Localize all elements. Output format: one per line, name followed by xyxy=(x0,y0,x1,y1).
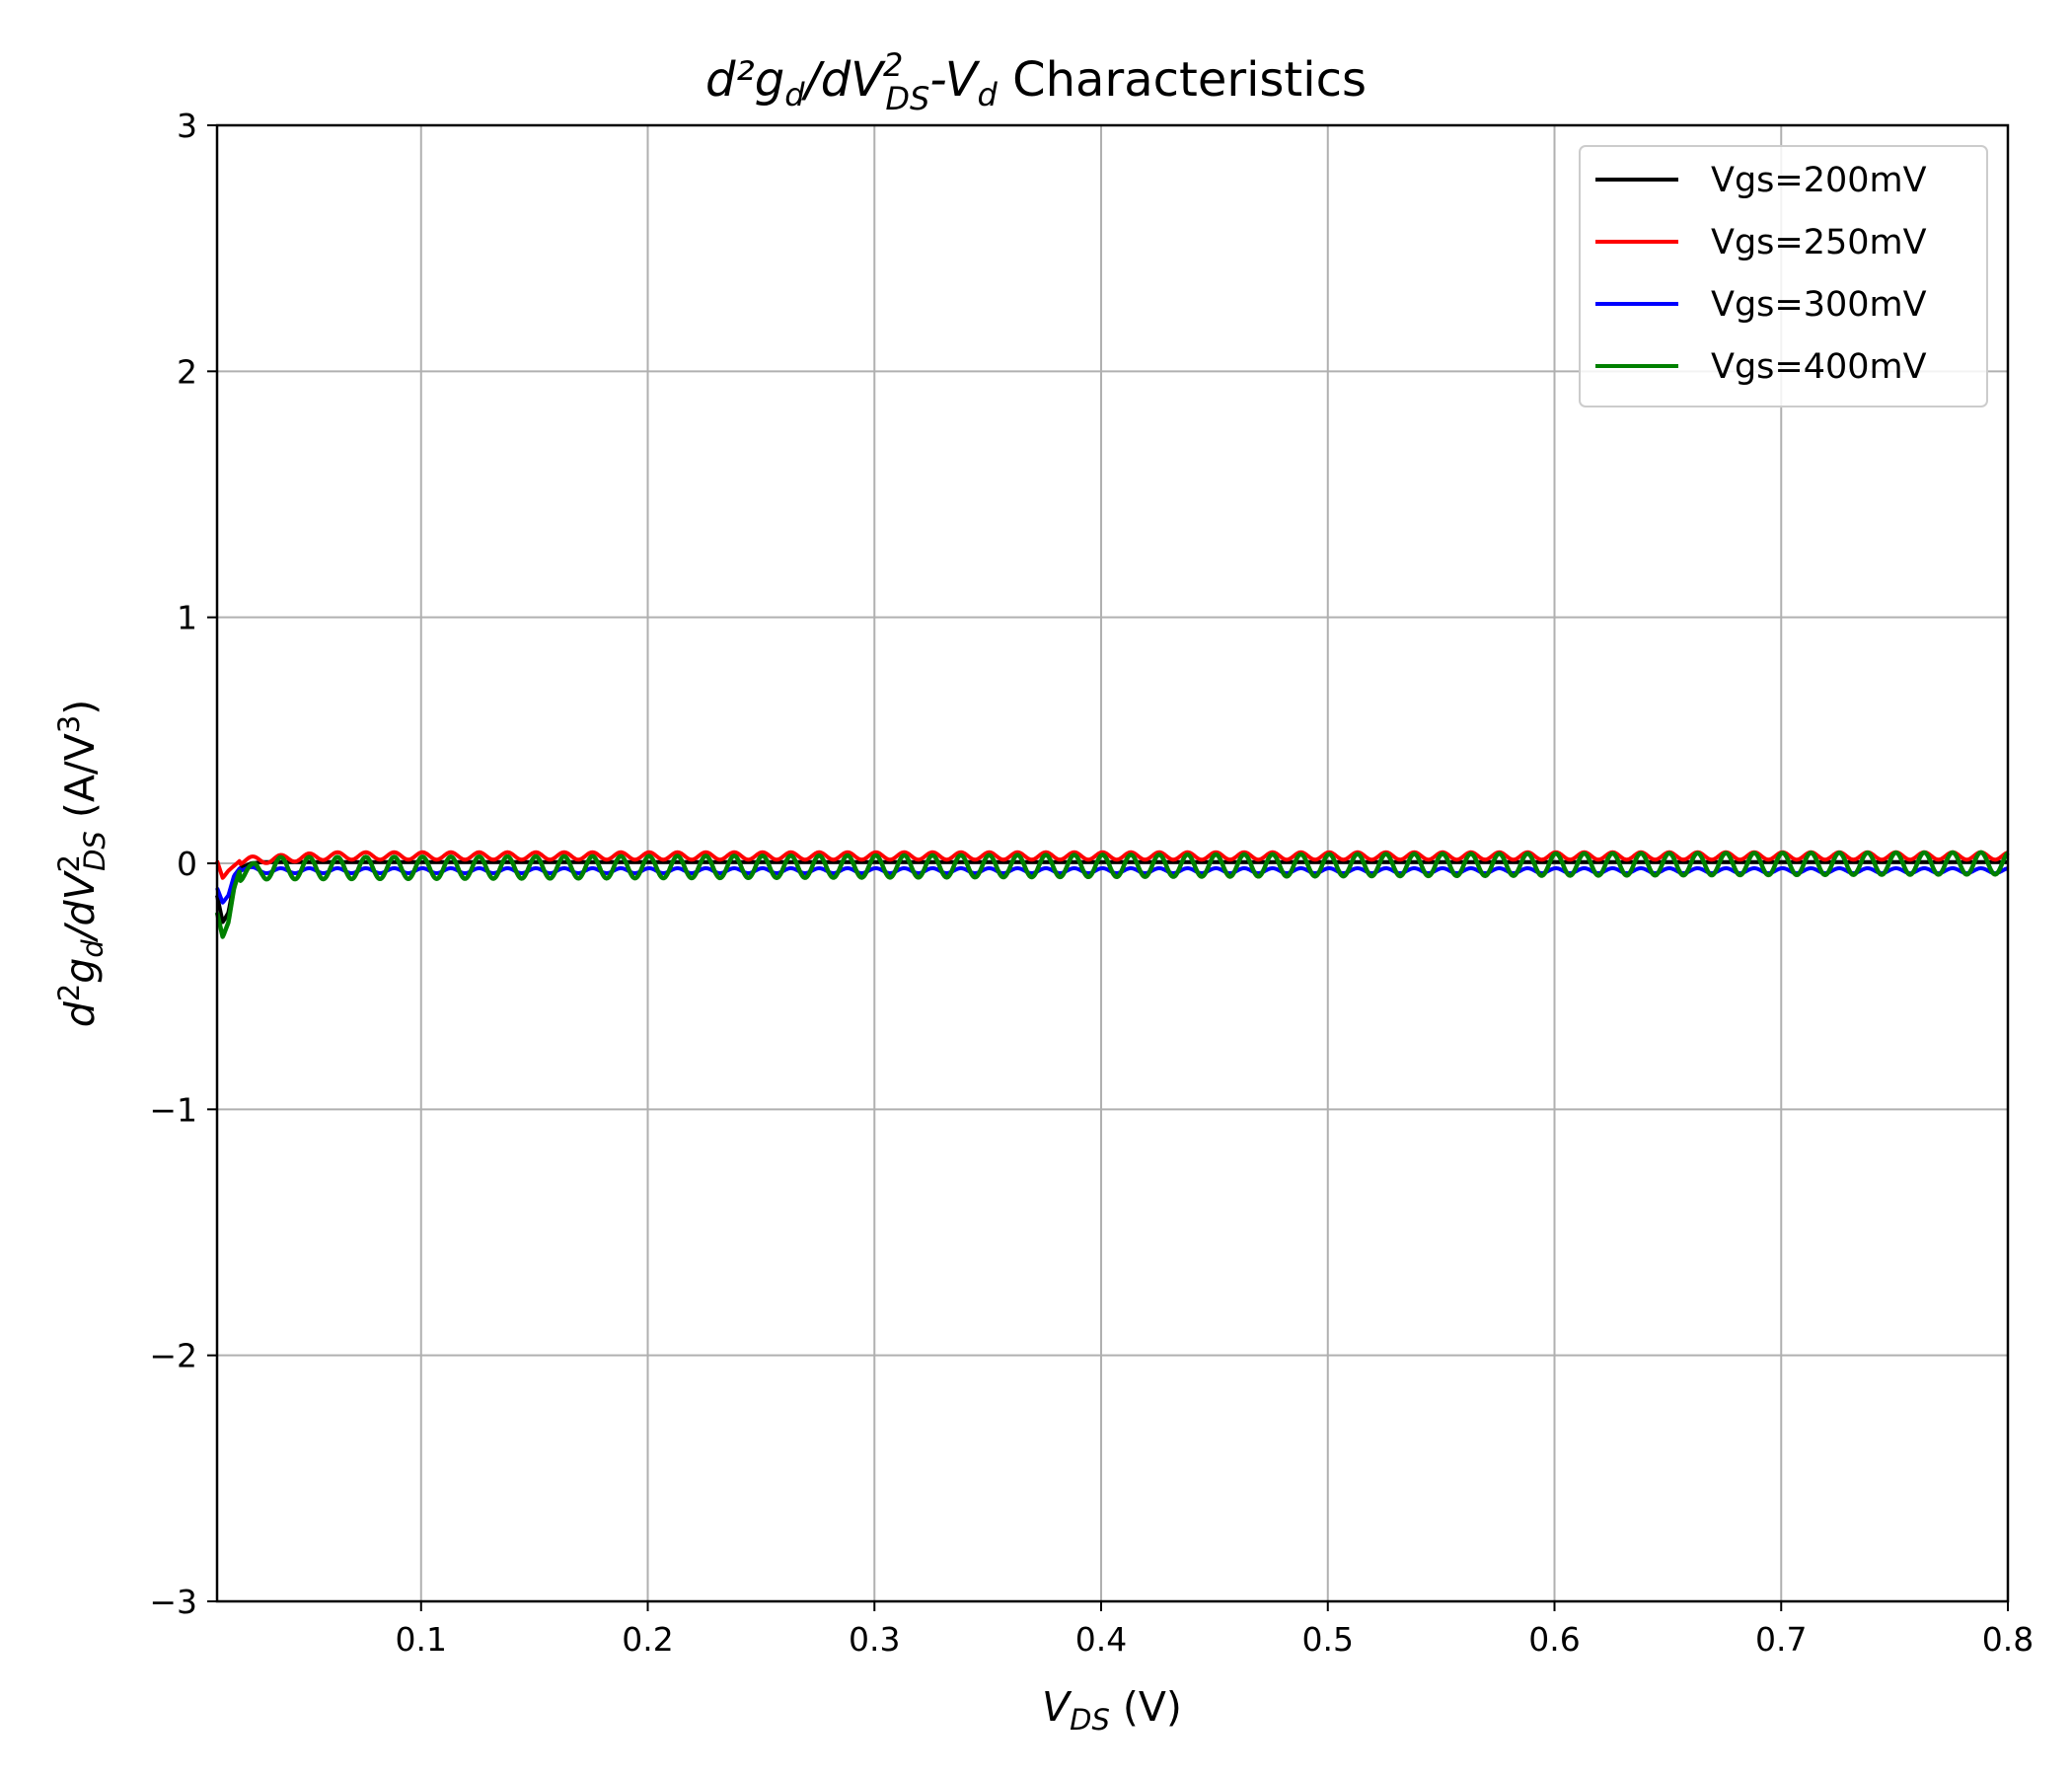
y-axis-title-sub1: d xyxy=(76,939,110,958)
legend-label: Vgs=400mV xyxy=(1711,347,1927,387)
series-group xyxy=(214,850,2010,939)
x-tick-label: 0.8 xyxy=(1982,1620,2034,1659)
title-part-rest: Characteristics xyxy=(998,52,1367,108)
x-axis-title-unit: (V) xyxy=(1110,1683,1182,1731)
y-tick-label: 2 xyxy=(177,352,197,391)
x-tick-label: 0.4 xyxy=(1075,1620,1127,1659)
y-axis-title-c: /dV xyxy=(56,869,104,942)
legend-box xyxy=(1579,145,1988,407)
legend: Vgs=200mV Vgs=250mV Vgs=300mV Vgs=400mV xyxy=(1579,145,1988,407)
y-axis-title-close: ) xyxy=(56,700,104,715)
x-tick-label: 0.1 xyxy=(396,1620,447,1659)
y-tick-label: −3 xyxy=(149,1583,197,1621)
x-axis-ticks: 0.1 0.2 0.3 0.4 0.5 0.6 0.7 0.8 xyxy=(396,1601,2034,1659)
y-tick-label: −1 xyxy=(149,1090,197,1129)
legend-label: Vgs=250mV xyxy=(1711,223,1927,262)
x-tick-label: 0.6 xyxy=(1528,1620,1580,1659)
x-tick-label: 0.5 xyxy=(1302,1620,1354,1659)
y-tick-label: 1 xyxy=(177,599,197,637)
series-line-vgs-200mv xyxy=(215,859,2009,925)
x-axis-title-sub: DS xyxy=(1070,1703,1110,1737)
x-axis-title-var: V xyxy=(1042,1683,1073,1731)
chart-title: d²gd/dV2 DS-Vd Characteristics xyxy=(705,46,1367,117)
title-part-dash: -V xyxy=(929,52,980,108)
y-axis-title-b: g xyxy=(56,958,104,984)
title-part-sup2: 2 xyxy=(883,46,903,84)
y-tick-label: 3 xyxy=(177,107,197,145)
series-line-vgs-250mv xyxy=(215,850,2009,880)
title-part-sub3: d xyxy=(978,76,999,113)
legend-items: Vgs=200mV Vgs=250mV Vgs=300mV Vgs=400mV xyxy=(1595,161,1927,387)
legend-label: Vgs=300mV xyxy=(1711,285,1927,325)
y-axis-title-sup2: 2 xyxy=(52,854,86,872)
title-part-numerator: d²g xyxy=(705,52,784,108)
series-line-vgs-400mv xyxy=(214,850,2010,939)
y-axis-title-sup1: 2 xyxy=(52,984,86,1001)
y-tick-label: −2 xyxy=(149,1337,197,1375)
legend-label: Vgs=200mV xyxy=(1711,161,1927,200)
y-axis-title-sup3: 3 xyxy=(52,715,86,733)
x-tick-label: 0.3 xyxy=(849,1620,900,1659)
y-tick-label: 0 xyxy=(177,845,197,883)
title-part-slash: /dV xyxy=(801,52,887,108)
title-part-sub1: d xyxy=(784,76,805,113)
x-axis-title: VDS (V) xyxy=(1042,1683,1182,1737)
y-axis-title-a: d xyxy=(56,1000,104,1027)
title-part-sub2: DS xyxy=(885,80,929,117)
x-tick-label: 0.7 xyxy=(1755,1620,1807,1659)
y-axis-title: d2gd/dV2DS (A/V3) xyxy=(52,700,111,1027)
x-tick-label: 0.2 xyxy=(622,1620,673,1659)
y-axis-title-sub2: DS xyxy=(78,831,111,871)
y-axis-ticks: 3 2 1 0 −1 −2 −3 xyxy=(149,107,217,1621)
y-axis-title-unit: (A/V xyxy=(56,733,104,831)
